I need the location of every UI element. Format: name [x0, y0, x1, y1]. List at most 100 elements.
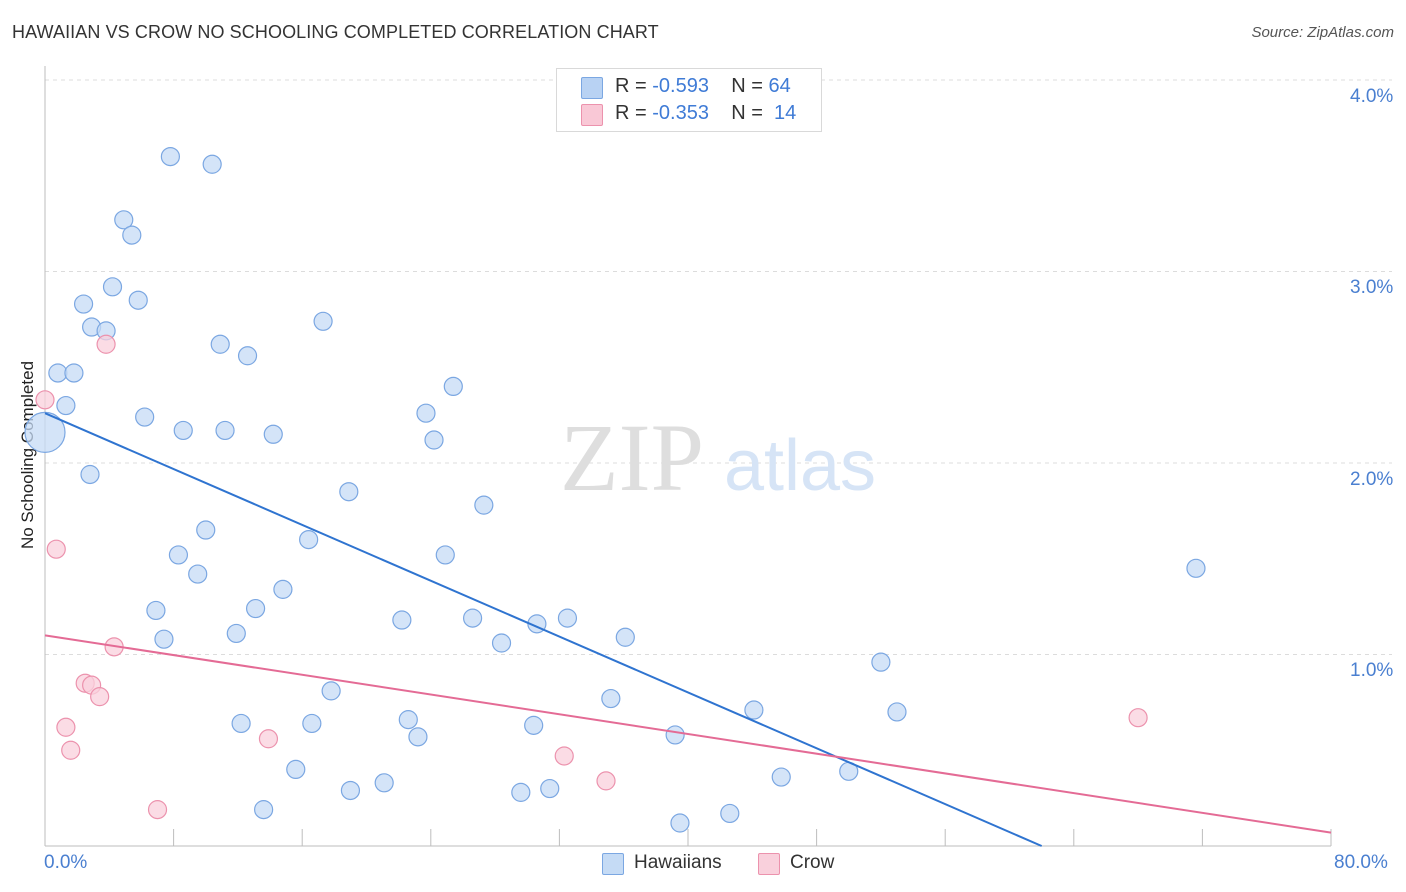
- hawaiians-point: [56, 395, 76, 416]
- hawaiians-point: [254, 800, 274, 820]
- hawaiians-point: [670, 813, 690, 833]
- hawaiians-point: [374, 773, 394, 793]
- hawaiians-point: [443, 376, 463, 396]
- hawaiians-point: [557, 608, 578, 628]
- axes: [44, 66, 1332, 847]
- hawaiians-point: [80, 464, 100, 485]
- hawaiians-point: [392, 610, 412, 630]
- r-label: R =: [615, 102, 647, 124]
- hawaiians-point: [744, 700, 764, 720]
- r-value: -0.353: [652, 102, 709, 124]
- hawaiians-point: [511, 782, 531, 802]
- crow-point: [258, 729, 279, 749]
- hawaiians-point: [273, 579, 293, 599]
- crow-point: [61, 740, 81, 760]
- hawaiians-point: [887, 702, 907, 722]
- hawaiians-point: [313, 311, 333, 331]
- crow-point: [56, 717, 76, 737]
- hawaiians-point: [48, 363, 68, 383]
- hawaiians-point: [263, 424, 283, 444]
- x-tick-label-max: 80.0%: [1334, 852, 1388, 873]
- source-label: Source: ZipAtlas.com: [1251, 24, 1394, 41]
- crow-point: [46, 539, 66, 559]
- hawaiians-point: [135, 407, 155, 427]
- hawaiians-point: [1186, 558, 1206, 578]
- crow-trend-line: [44, 634, 1332, 834]
- hawaiians-point: [210, 334, 230, 354]
- watermark: ZIP atlas: [560, 404, 876, 511]
- crow-point: [147, 800, 168, 820]
- hawaiians-point: [615, 627, 635, 647]
- n-label: N =: [731, 102, 763, 124]
- crow-point: [1128, 708, 1148, 728]
- watermark-zip: ZIP: [560, 404, 704, 511]
- hawaiians-point: [424, 430, 444, 450]
- hawaiians-point: [146, 600, 166, 621]
- hawaiians-point: [226, 623, 246, 644]
- hawaiians-point: [474, 495, 494, 515]
- r-value: -0.593: [652, 75, 709, 97]
- legend-swatch-crow: [758, 853, 780, 875]
- legend-swatch-hawaiians: [581, 77, 603, 99]
- hawaiians-point: [286, 759, 306, 780]
- hawaiians-point: [73, 294, 94, 314]
- legend-label-hawaiians: Hawaiians: [634, 852, 722, 873]
- x-tick-label-min: 0.0%: [44, 852, 88, 873]
- hawaiians-point: [462, 608, 483, 628]
- hawaiians-point: [601, 688, 621, 709]
- crow-point: [96, 334, 116, 354]
- hawaiians-point: [196, 520, 216, 540]
- hawaiians-point: [188, 564, 208, 584]
- hawaiians-point: [168, 545, 189, 565]
- hawaiians-point: [24, 411, 66, 453]
- hawaiians-point: [340, 780, 361, 801]
- crow-point: [596, 771, 616, 791]
- trend-lines: [44, 412, 1332, 847]
- hawaiians-point: [491, 633, 512, 653]
- hawaiians-point: [871, 652, 891, 672]
- hawaiians-point: [720, 803, 740, 824]
- n-value: 64: [768, 75, 791, 97]
- crow-point: [554, 746, 574, 766]
- crow-point: [35, 390, 55, 410]
- hawaiians-point: [160, 147, 180, 167]
- chart-title: HAWAIIAN VS CROW NO SCHOOLING COMPLETED …: [12, 22, 659, 42]
- legend-swatch-hawaiians: [602, 853, 624, 875]
- hawaiians-point: [64, 363, 84, 383]
- hawaiians-point: [321, 681, 341, 701]
- hawaiians-point: [245, 598, 266, 619]
- hawaiians-point: [202, 154, 222, 174]
- hawaiians-point: [524, 715, 544, 735]
- hawaiians-point: [173, 420, 193, 441]
- hawaiians-point: [215, 420, 235, 441]
- hawaiians-point: [102, 277, 123, 297]
- n-value: 14: [774, 102, 797, 124]
- hawaiians-point: [302, 713, 322, 734]
- n-label: N =: [731, 75, 763, 97]
- hawaiians-point: [416, 403, 436, 423]
- hawaiians-point: [398, 710, 418, 730]
- hawaiians-point: [771, 767, 791, 787]
- legend-swatch-crow: [581, 104, 603, 126]
- y-tick-label-1: 1.0%: [1350, 660, 1394, 681]
- hawaiians-point: [408, 727, 428, 747]
- hawaiians-point: [154, 629, 174, 649]
- hawaiians-point: [128, 290, 148, 310]
- hawaiians-point: [122, 225, 142, 245]
- hawaiians-point: [665, 725, 685, 745]
- crow-point: [90, 687, 110, 707]
- watermark-atlas: atlas: [724, 426, 876, 506]
- grid-lines: [45, 79, 1392, 655]
- hawaiians-point: [237, 346, 258, 366]
- y-tick-label-4: 4.0%: [1350, 86, 1394, 107]
- data-points: [24, 147, 1206, 833]
- r-label: R =: [615, 75, 647, 97]
- hawaiians-point: [231, 713, 251, 734]
- hawaiians-point: [114, 210, 134, 230]
- hawaiians-point: [435, 545, 455, 565]
- hawaiians-point: [339, 482, 359, 502]
- hawaiians-point: [299, 529, 319, 550]
- y-tick-label-3: 3.0%: [1350, 277, 1394, 298]
- correlation-legend: R = -0.593 N = 64 R = -0.353 N = 14: [556, 68, 822, 132]
